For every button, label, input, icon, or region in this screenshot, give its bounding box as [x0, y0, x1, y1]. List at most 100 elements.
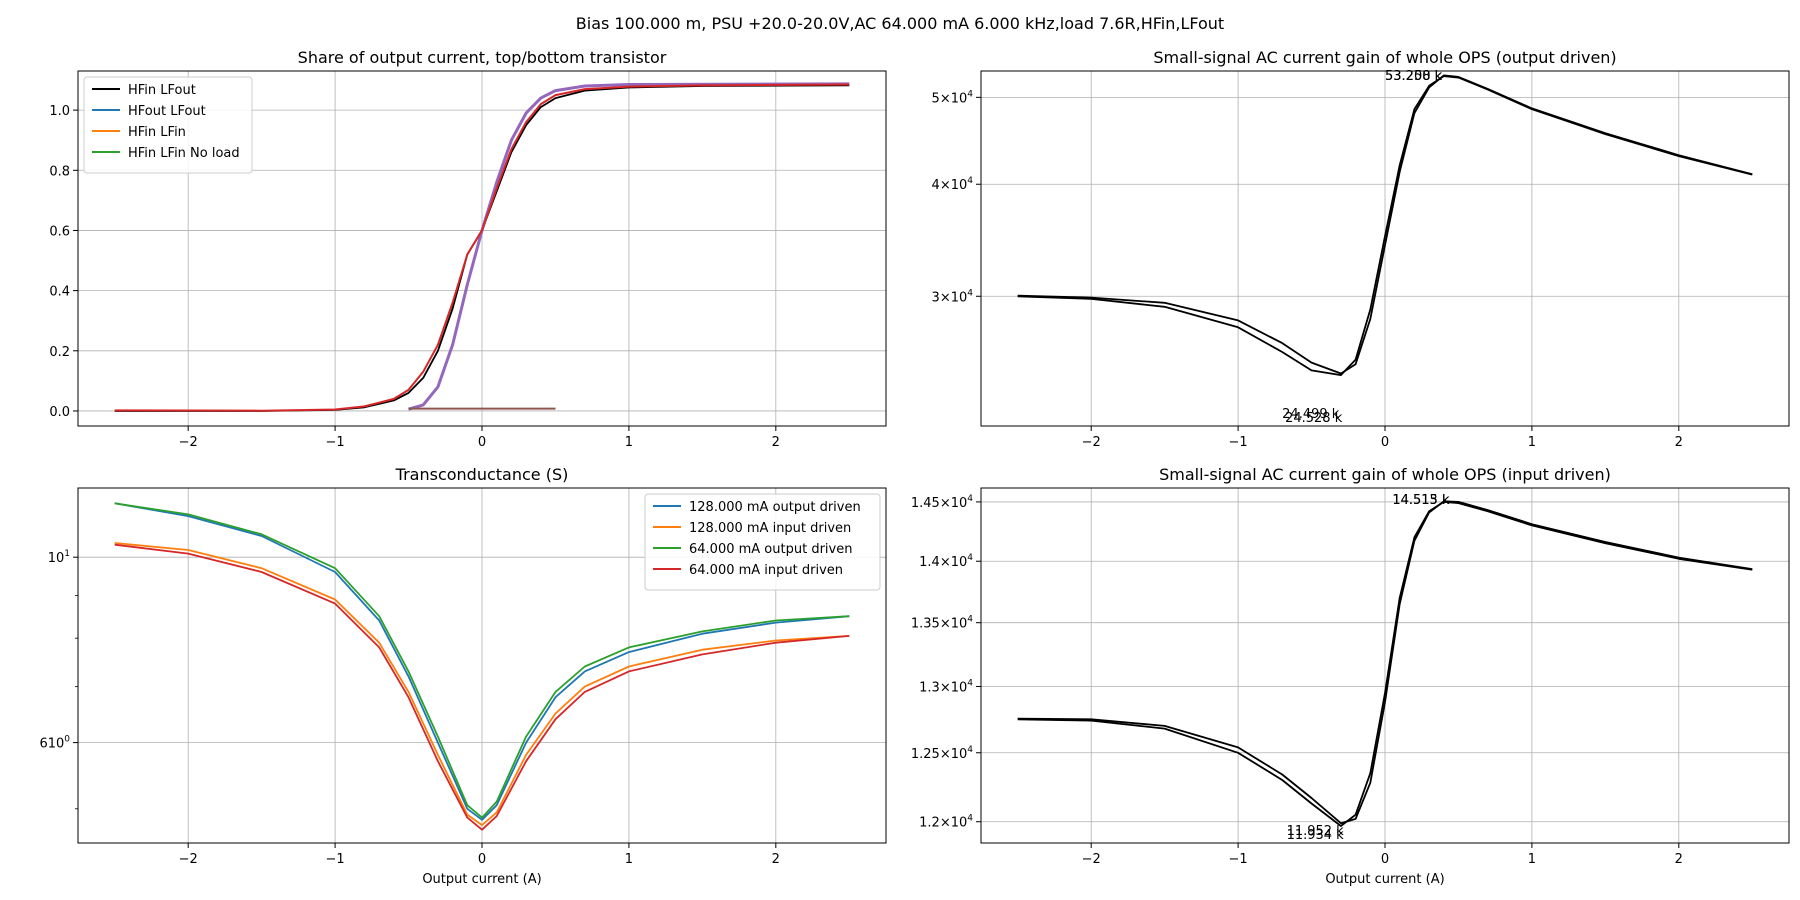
annotation-label: 53.208 k [1385, 69, 1443, 84]
y-tick-label: 6100 [39, 735, 70, 752]
legend-box [83, 76, 253, 174]
y-tick-label-mantissa: 3 [932, 290, 940, 305]
y-tick-label-exponent: 4 [967, 745, 973, 755]
series-line [114, 543, 850, 831]
x-tick-label: 2 [772, 852, 780, 867]
y-tick-label-exponent: 4 [967, 494, 973, 504]
series-line [114, 83, 850, 412]
y-tick-label-base: ×10 [940, 178, 967, 193]
y-tick-label-base: 10 [48, 737, 65, 752]
chart-transconductance: Transconductance (S)−2 −1 0 1 26100101Output… [39, 465, 887, 887]
legend-label: 128.000 mA input driven [689, 521, 851, 536]
y-tick-label: 0.6 [49, 224, 70, 239]
annotation-label: 11.934 k [1287, 828, 1345, 843]
legend-label: 64.000 mA output driven [689, 542, 852, 557]
series-group [1017, 500, 1753, 827]
annotation-label: 14.515 k [1392, 493, 1450, 508]
x-tick-label: 2 [772, 435, 780, 450]
legend-label: 64.000 mA input driven [689, 563, 843, 578]
x-axis-label: Output current (A) [1325, 872, 1444, 887]
y-tick-label-mantissa: 6 [39, 737, 47, 752]
chart-gain-output: Small-signal AC current gain of whole OP… [932, 48, 1790, 450]
x-tick-label: 2 [1675, 852, 1683, 867]
y-tick-label-mantissa: 1.3 [919, 680, 940, 695]
chart-gain-input: Small-signal AC current gain of whole OP… [911, 465, 1790, 887]
annotation-label: 24.499 k [1282, 407, 1340, 422]
annotation-label: 24.528 k [1285, 411, 1343, 426]
chart-title: Small-signal AC current gain of whole OP… [1153, 48, 1616, 67]
y-tick-label-exponent: 4 [967, 678, 973, 688]
y-tick-label-base: ×10 [940, 680, 967, 695]
x-tick-label: 0 [478, 852, 486, 867]
series-line [1017, 501, 1753, 827]
series-line [1017, 500, 1753, 825]
chart-title: Share of output current, top/bottom tran… [298, 48, 667, 67]
y-tick-label-base: ×10 [940, 496, 967, 511]
axes-frame [980, 70, 1790, 427]
x-tick-label: −2 [1082, 435, 1101, 450]
figure-suptitle: Bias 100.000 m, PSU +20.0-20.0V,AC 64.00… [575, 14, 1225, 33]
y-tick-label-exponent: 1 [64, 549, 70, 559]
series-group [114, 502, 850, 831]
legend-label: HFin LFout [128, 83, 196, 98]
x-tick-label: 1 [1528, 435, 1536, 450]
y-tick-label: 3×104 [932, 288, 974, 305]
x-tick-label: −2 [1082, 852, 1101, 867]
y-tick-label-base: 10 [48, 551, 65, 566]
y-tick-label: 1.3×104 [919, 678, 973, 695]
y-tick-label-exponent: 4 [967, 89, 973, 99]
legend-label: HFout LFout [128, 104, 206, 119]
x-tick-label: 0 [478, 435, 486, 450]
y-tick-label-exponent: 4 [967, 553, 973, 563]
y-tick-label-mantissa: 1.25 [911, 747, 940, 762]
series-line [114, 542, 850, 826]
legend-label: 128.000 mA output driven [689, 500, 861, 515]
y-tick-label-mantissa: 1.2 [919, 816, 940, 831]
series-line [408, 82, 850, 411]
series-line [114, 502, 850, 821]
series-line [1017, 74, 1753, 375]
y-tick-label: 1.0 [49, 104, 70, 119]
y-tick-label: 0.0 [49, 405, 70, 420]
legend-label: HFin LFin No load [128, 146, 240, 161]
y-tick-label: 0.8 [49, 164, 70, 179]
x-axis-label: Output current (A) [422, 872, 541, 887]
axes-frame [980, 487, 1790, 844]
x-tick-label: 2 [1675, 435, 1683, 450]
chart-title: Small-signal AC current gain of whole OP… [1159, 465, 1611, 484]
x-tick-label: 1 [625, 852, 633, 867]
x-tick-label: −1 [1229, 852, 1248, 867]
legend-box [644, 493, 881, 591]
series-group [114, 82, 850, 412]
y-tick-label-mantissa: 1.45 [911, 496, 940, 511]
y-tick-label-mantissa: 1.35 [911, 617, 940, 632]
y-tick-label: 0.4 [49, 285, 70, 300]
legend-label: HFin LFin [128, 125, 186, 140]
y-tick-label: 101 [48, 549, 70, 566]
y-tick-label-base: ×10 [940, 617, 967, 632]
y-tick-label: 5×104 [932, 89, 974, 106]
y-tick-label: 1.4×104 [919, 553, 973, 570]
y-tick-label-mantissa: 5 [932, 91, 940, 106]
x-tick-label: −1 [1229, 435, 1248, 450]
axes-frame [77, 70, 887, 427]
series-line [114, 502, 850, 819]
y-tick-label-base: ×10 [940, 816, 967, 831]
x-tick-label: −1 [326, 435, 345, 450]
y-tick-label-exponent: 4 [967, 288, 973, 298]
annotation-label: 11.952 k [1287, 824, 1345, 839]
x-tick-label: −2 [179, 852, 198, 867]
y-tick-label-base: ×10 [940, 555, 967, 570]
y-tick-label: 0.2 [49, 345, 70, 360]
y-tick-label: 1.2×104 [919, 814, 973, 831]
x-tick-label: −2 [179, 435, 198, 450]
x-tick-label: 0 [1381, 852, 1389, 867]
y-tick-label-exponent: 0 [64, 735, 70, 745]
y-tick-label-exponent: 4 [967, 176, 973, 186]
series-group [1017, 74, 1753, 376]
chart-share: Share of output current, top/bottom tran… [49, 48, 887, 450]
legend: HFin LFout HFout LFout HFin LFin HFin LFin … [83, 76, 253, 174]
chart-title: Transconductance (S) [395, 465, 569, 484]
y-tick-label-base: ×10 [940, 290, 967, 305]
